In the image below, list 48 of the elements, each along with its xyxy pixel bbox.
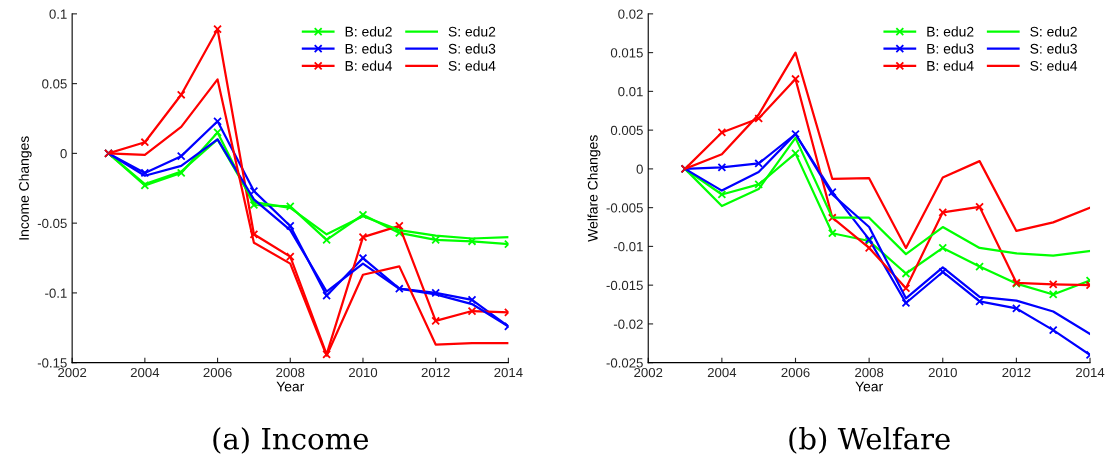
y-tick-label: 0.1	[49, 9, 67, 19]
y-tick-label: 0.02	[618, 9, 643, 19]
x-tick-label: 2006	[781, 367, 810, 378]
legend-label: B: edu2	[345, 26, 392, 37]
legend-label: S: edu2	[1030, 26, 1077, 37]
x-tick-label: 2008	[276, 367, 305, 378]
legend-label: S: edu3	[448, 43, 496, 54]
legend-label: S: edu4	[448, 60, 496, 71]
legend-label: B: edu3	[927, 43, 974, 54]
x-tick-label: 2004	[130, 367, 160, 378]
y-tick-label: -0.05	[37, 218, 67, 229]
x-tick-label: 2012	[1002, 367, 1031, 378]
y-tick-label: -0.15	[37, 358, 67, 368]
y-tick-label: 0.05	[42, 79, 67, 89]
x-tick-label: 2004	[707, 367, 737, 378]
text: (a) Income	[213, 427, 369, 454]
legend-label: B: edu2	[927, 26, 974, 37]
legend-label: S: edu4	[1030, 60, 1078, 71]
legend-label: B: edu4	[927, 60, 974, 71]
y-tick-label: 0.005	[610, 125, 643, 136]
y-tick-label: -0.02	[613, 319, 643, 329]
y-tick-label: 0.015	[610, 48, 643, 58]
y-axis-title: Income Changes	[18, 136, 32, 240]
y-tick-label: 0	[60, 148, 67, 159]
x-tick-label: 2012	[421, 367, 450, 378]
legend-label: B: edu4	[345, 60, 393, 71]
y-tick-label: -0.1	[45, 288, 67, 298]
x-tick-label: 2014	[1076, 367, 1105, 378]
y-tick-label: 0.01	[618, 86, 643, 97]
x-tick-label: 2002	[58, 367, 87, 378]
x-tick-label: 2010	[928, 367, 957, 378]
y-tick-label: -0.01	[613, 241, 643, 252]
x-tick-label: 2006	[203, 367, 232, 378]
text: (b) Welfare	[789, 427, 950, 454]
legend-label: S: edu2	[448, 26, 496, 37]
y-tick-label: -0.005	[606, 203, 643, 213]
x-tick-label: 2008	[855, 367, 884, 378]
x-axis-title: Year	[276, 381, 305, 392]
x-axis-title: Year	[855, 381, 883, 392]
x-tick-label: 2002	[634, 367, 663, 378]
x-tick-label: 2014	[494, 367, 523, 378]
x-tick-label: 2010	[348, 367, 378, 378]
y-tick-label: 0	[636, 164, 643, 174]
y-tick-label: -0.025	[606, 358, 643, 368]
legend-label: B: edu3	[345, 43, 392, 54]
y-axis-title: Welfare Changes	[587, 135, 601, 242]
legend-label: S: edu3	[1030, 43, 1077, 54]
y-tick-label: -0.015	[606, 280, 643, 291]
